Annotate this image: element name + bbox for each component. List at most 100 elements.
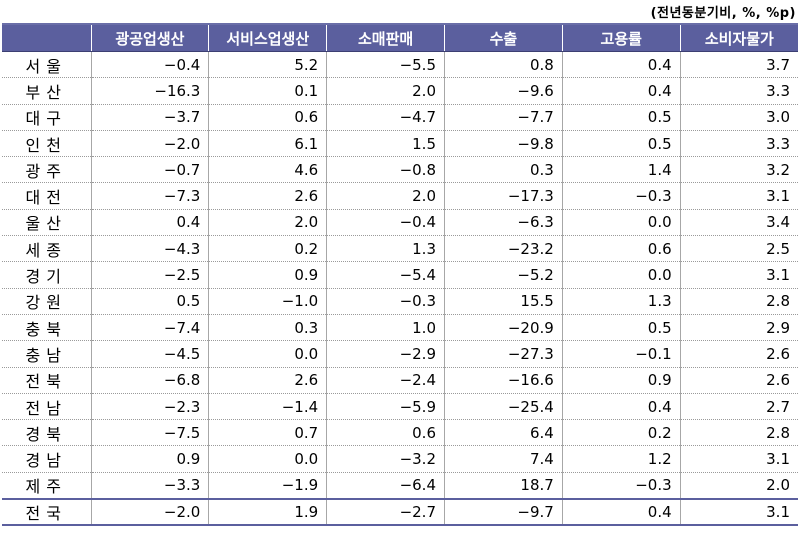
table-row: 경남 0.9 0.0 −3.2 7.4 1.2 3.1	[2, 445, 798, 473]
exports-value-cell: 15.5	[444, 288, 563, 315]
exports-value-cell: −17.3	[444, 182, 563, 210]
services-value-cell: 0.0	[208, 340, 327, 368]
unit-note: (전년동분기비, %, %p)	[650, 6, 796, 21]
region-name-cell: 전남	[2, 393, 92, 421]
services-value-cell: 2.0	[208, 209, 327, 237]
exports-value-cell: −16.6	[444, 367, 563, 394]
region-name-cell: 세종	[2, 235, 92, 263]
services-value-cell: 0.0	[208, 445, 327, 473]
region-name-cell: 서울	[2, 51, 92, 79]
consumer-prices-value-cell: 2.8	[679, 419, 798, 447]
exports-value-cell: 18.7	[444, 472, 563, 500]
header-cell-retail-sales: 소매판매	[326, 24, 445, 52]
employment-rate-value-cell: 0.9	[561, 367, 681, 394]
header-row: 광공업생산 서비스업생산 소매판매 수출 고용률 소비자물가	[2, 24, 798, 52]
table-row: 강원 0.5 −1.0 −0.3 15.5 1.3 2.8	[2, 288, 798, 315]
header-cell-exports: 수출	[444, 24, 563, 52]
table-row: 대전 −7.3 2.6 2.0 −17.3 −0.3 3.1	[2, 182, 798, 210]
consumer-prices-value-cell: 2.6	[679, 340, 798, 368]
employment-rate-value-cell: 1.4	[561, 156, 681, 184]
mining-manufacturing-value-cell: −7.4	[90, 314, 209, 342]
services-value-cell: 6.1	[208, 130, 327, 158]
region-name-cell: 울산	[2, 209, 92, 237]
region-name-cell: 인천	[2, 130, 92, 158]
region-name-cell: 부산	[2, 77, 92, 105]
consumer-prices-value-cell: 3.1	[679, 445, 798, 473]
consumer-prices-value-cell: 2.9	[679, 314, 798, 342]
exports-value-cell: 0.8	[444, 51, 563, 79]
services-value-cell: 0.6	[208, 104, 327, 131]
total-row: 전국 −2.0 1.9 −2.7 −9.7 0.4 3.1	[2, 497, 798, 526]
retail-sales-value-cell: −2.7	[326, 497, 445, 526]
region-name-cell: 대전	[2, 182, 92, 210]
table-row: 제주 −3.3 −1.9 −6.4 18.7 −0.3 2.0	[2, 472, 798, 500]
employment-rate-value-cell: 0.0	[561, 209, 681, 237]
consumer-prices-value-cell: 3.0	[679, 104, 798, 131]
table-row: 전남 −2.3 −1.4 −5.9 −25.4 0.4 2.7	[2, 393, 798, 421]
employment-rate-value-cell: −0.1	[561, 340, 681, 368]
exports-value-cell: 0.3	[444, 156, 563, 184]
mining-manufacturing-value-cell: −3.3	[90, 472, 209, 500]
mining-manufacturing-value-cell: −7.5	[90, 419, 209, 447]
exports-value-cell: −25.4	[444, 393, 563, 421]
exports-value-cell: 6.4	[444, 419, 563, 447]
region-name-cell: 충북	[2, 314, 92, 342]
header-cell-region	[2, 24, 92, 52]
consumer-prices-value-cell: 3.3	[679, 130, 798, 158]
exports-value-cell: −9.8	[444, 130, 563, 158]
consumer-prices-value-cell: 3.7	[679, 51, 798, 79]
employment-rate-value-cell: 0.4	[561, 497, 681, 526]
employment-rate-value-cell: 0.5	[561, 314, 681, 342]
employment-rate-value-cell: 0.5	[561, 104, 681, 131]
region-name-cell: 제주	[2, 472, 92, 500]
employment-rate-value-cell: 1.2	[561, 445, 681, 473]
consumer-prices-value-cell: 3.3	[679, 77, 798, 105]
services-value-cell: −1.4	[208, 393, 327, 421]
mining-manufacturing-value-cell: −2.0	[90, 497, 209, 526]
region-name-cell: 충남	[2, 340, 92, 368]
mining-manufacturing-value-cell: −2.0	[90, 130, 209, 158]
region-name-cell: 경북	[2, 419, 92, 447]
consumer-prices-value-cell: 3.1	[679, 182, 798, 210]
retail-sales-value-cell: −0.4	[326, 209, 445, 237]
mining-manufacturing-value-cell: −0.4	[90, 51, 209, 79]
services-value-cell: −1.9	[208, 472, 327, 500]
retail-sales-value-cell: −6.4	[326, 472, 445, 500]
services-value-cell: 1.9	[208, 497, 327, 526]
services-value-cell: 0.2	[208, 235, 327, 263]
region-name-cell: 강원	[2, 288, 92, 315]
mining-manufacturing-value-cell: −2.5	[90, 261, 209, 289]
mining-manufacturing-value-cell: −0.7	[90, 156, 209, 184]
employment-rate-value-cell: 0.6	[561, 235, 681, 263]
consumer-prices-value-cell: 3.2	[679, 156, 798, 184]
consumer-prices-value-cell: 2.7	[679, 393, 798, 421]
region-name-cell: 전북	[2, 367, 92, 394]
mining-manufacturing-value-cell: −4.3	[90, 235, 209, 263]
services-value-cell: 5.2	[208, 51, 327, 79]
services-value-cell: 0.1	[208, 77, 327, 105]
table-row: 대구 −3.7 0.6 −4.7 −7.7 0.5 3.0	[2, 104, 798, 131]
retail-sales-value-cell: −0.3	[326, 288, 445, 315]
retail-sales-value-cell: −2.9	[326, 340, 445, 368]
services-value-cell: 4.6	[208, 156, 327, 184]
region-name-cell: 광주	[2, 156, 92, 184]
table-row: 전북 −6.8 2.6 −2.4 −16.6 0.9 2.6	[2, 367, 798, 394]
mining-manufacturing-value-cell: 0.9	[90, 445, 209, 473]
mining-manufacturing-value-cell: −6.8	[90, 367, 209, 394]
consumer-prices-value-cell: 2.0	[679, 472, 798, 500]
table-row: 충북 −7.4 0.3 1.0 −20.9 0.5 2.9	[2, 314, 798, 342]
retail-sales-value-cell: −3.2	[326, 445, 445, 473]
consumer-prices-value-cell: 3.4	[679, 209, 798, 237]
retail-sales-value-cell: 1.5	[326, 130, 445, 158]
employment-rate-value-cell: −0.3	[561, 472, 681, 500]
exports-value-cell: −20.9	[444, 314, 563, 342]
services-value-cell: 2.6	[208, 182, 327, 210]
retail-sales-value-cell: −5.4	[326, 261, 445, 289]
employment-rate-value-cell: 0.0	[561, 261, 681, 289]
exports-value-cell: −9.7	[444, 497, 563, 526]
services-value-cell: −1.0	[208, 288, 327, 315]
consumer-prices-value-cell: 2.6	[679, 367, 798, 394]
header-cell-mining-manufacturing: 광공업생산	[90, 24, 209, 52]
services-value-cell: 2.6	[208, 367, 327, 394]
retail-sales-value-cell: 1.0	[326, 314, 445, 342]
